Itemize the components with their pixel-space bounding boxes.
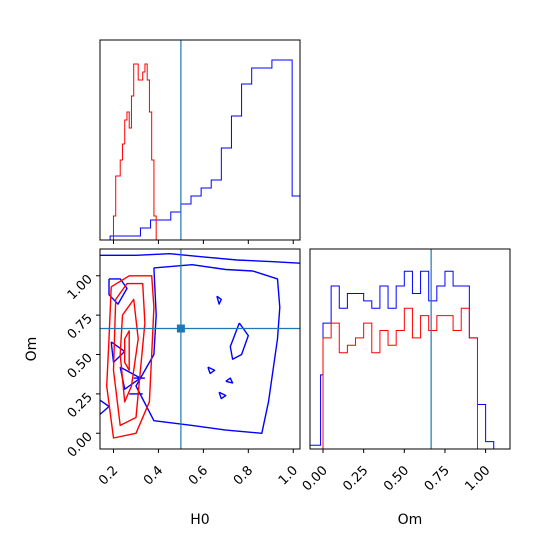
om-hist-axis-label: Om <box>398 512 423 528</box>
om-tick-label: 1.00 <box>65 272 96 303</box>
red-contour-3 <box>124 330 130 371</box>
om-hist-tick-label: 0.25 <box>340 463 371 494</box>
om-blue-histogram <box>309 270 510 450</box>
h0-blue-histogram <box>100 59 301 241</box>
om-tick-label: 0.50 <box>65 351 96 382</box>
h0-tick-label: 0.8 <box>231 463 256 488</box>
blue-contour-0 <box>100 253 300 264</box>
om-hist-tick-label: 1.00 <box>462 463 493 494</box>
h0-om-contour-panel: 0.2 0.4 0.6 0.8 1.0 0.00 0.25 0.50 0.75 1.00 H0 Om <box>24 248 301 528</box>
blue-contour-1 <box>135 264 281 434</box>
blue-contour-10 <box>100 399 110 415</box>
om-hist-tick-label: 0.00 <box>300 463 331 494</box>
om-tick-label: 0.25 <box>65 390 96 421</box>
blue-contour-7 <box>108 278 128 305</box>
contour-area <box>100 253 300 439</box>
blue-contour-4 <box>225 377 234 384</box>
red-contour-1 <box>112 282 146 427</box>
blue-contour-2 <box>229 322 249 360</box>
h0-red-histogram <box>100 63 157 241</box>
om-tick-label: 0.75 <box>65 311 96 342</box>
om-red-histogram <box>310 307 510 450</box>
om-axis-label: Om <box>24 337 40 362</box>
blue-contour-5 <box>218 391 227 400</box>
h0-tick-label: 0.2 <box>96 463 121 488</box>
truth-marker <box>176 324 185 333</box>
om-histogram-panel: 0.00 0.25 0.50 0.75 1.00 Om <box>300 248 511 528</box>
om-hist-frame <box>309 248 511 450</box>
red-contour-2 <box>119 298 139 403</box>
h0-histogram-panel <box>99 39 301 244</box>
om-hist-tick-label: 0.50 <box>381 463 412 494</box>
blue-contour-8 <box>110 341 126 364</box>
h0-tick-label: 0.4 <box>141 463 166 488</box>
blue-contour-3 <box>207 366 216 375</box>
h0-axis-label: H0 <box>190 512 209 528</box>
red-contour-0 <box>106 275 155 439</box>
om-tick-label: 0.00 <box>65 429 96 460</box>
h0-tick-label: 0.6 <box>186 463 211 488</box>
om-hist-tick-label: 0.75 <box>422 463 453 494</box>
blue-contour-6 <box>216 295 222 305</box>
h0-hist-frame <box>99 39 301 241</box>
h0-tick-label: 1.0 <box>276 463 301 488</box>
scatter-frame <box>99 248 301 450</box>
